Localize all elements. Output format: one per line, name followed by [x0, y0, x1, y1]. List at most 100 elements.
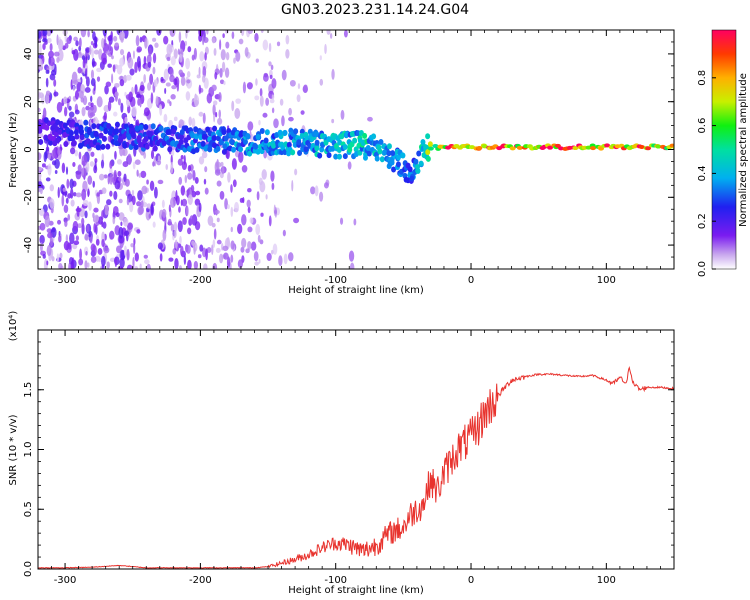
spectrogram-noise-blob [232, 179, 237, 188]
spectrogram-noise-blob [204, 187, 209, 195]
spectrogram-noise-blob [45, 77, 49, 88]
spectrogram-noise-blob [101, 187, 107, 194]
spectrogram-ridge-blob [161, 140, 167, 147]
spectrogram-noise-blob [214, 72, 218, 80]
spectrogram-ridge-blob [282, 129, 288, 136]
spectrogram-noise-blob [204, 52, 207, 61]
spectrogram-noise-blob [77, 67, 82, 74]
spectrogram-noise-blob [49, 198, 55, 209]
spectrogram-ridge-blob [91, 123, 97, 130]
spectrogram-noise-blob [46, 244, 52, 257]
spectrogram-noise-blob [211, 222, 216, 228]
spectrogram-noise-blob [216, 239, 222, 245]
spectrogram-noise-blob [242, 81, 247, 94]
spectrogram-noise-blob [268, 215, 272, 227]
spectrogram-ridge-blob [425, 155, 431, 162]
spectrogram-noise-blob [285, 49, 290, 59]
spectrogram-noise-blob [82, 95, 88, 106]
spectrogram-ridge-blob [407, 166, 413, 173]
spectrogram-noise-blob [93, 222, 97, 233]
spectrogram-noise-blob [126, 248, 130, 261]
spectrogram-ridge-blob [222, 143, 228, 150]
spectrogram-noise-blob [259, 87, 263, 97]
spectrogram-noise-blob [225, 41, 230, 49]
spectrogram-noise-blob [137, 190, 143, 201]
spectrogram-noise-blob [76, 205, 80, 217]
spectrogram-noise-blob [240, 30, 245, 37]
spectrogram-ridge-blob [118, 136, 124, 143]
spectrogram-noise-blob [157, 155, 161, 162]
spectrogram-noise-blob [114, 180, 121, 190]
colorbar-tick-label: 0.8 [697, 70, 708, 86]
spectrogram-y-ticks: -40 -20 0 20 40 [23, 29, 674, 270]
spectrogram-noise-blob [230, 184, 233, 193]
spectrogram-noise-blob [47, 163, 52, 176]
spectrogram-noise-blob [78, 258, 84, 266]
spectrogram-noise-blob [247, 30, 253, 34]
spectrogram-noise-blob [114, 82, 120, 88]
spectrogram-noise-blob [63, 240, 70, 251]
spectrogram-noise-blob [202, 36, 209, 44]
spectrogram-noise-blob [323, 182, 329, 189]
spectrogram-noise-blob [114, 256, 118, 268]
spectrogram-noise-blob [45, 69, 50, 74]
spectrogram-noise-blob [54, 158, 60, 169]
spectrogram-noise-blob [216, 180, 222, 187]
spectrogram-noise-blob [146, 179, 149, 185]
spectrogram-ridge-blob [198, 134, 204, 141]
spectrogram-noise-blob [81, 161, 85, 166]
spectrogram-ridge-blob [277, 129, 283, 136]
spectrogram-ridge-blob [44, 124, 50, 131]
spectrogram-ridge-blob [144, 143, 150, 150]
spectrogram-noise-blob [281, 69, 287, 81]
spectrogram-noise-blob [166, 56, 171, 62]
spectrogram-ridge-blob [165, 129, 171, 136]
spectrogram-noise-blob [324, 43, 327, 55]
spectrogram-ridge-blob [349, 130, 355, 137]
spectrogram-noise-blob [171, 85, 177, 90]
spectrogram-noise-blob [259, 181, 266, 193]
spectrogram-ridge-blob [68, 130, 74, 137]
figure-title: GN03.2023.231.14.24.G04 [280, 2, 470, 18]
spectrogram-noise-blob [170, 149, 175, 156]
spectrogram-noise-blob [86, 224, 90, 233]
spectrogram-noise-blob [154, 42, 159, 48]
spectrogram-noise-blob [42, 254, 46, 259]
spectrogram-noise-blob [319, 55, 322, 61]
spectrogram-noise-blob [45, 177, 51, 182]
spectrogram-ridge-blob [645, 146, 652, 151]
spectrogram-noise-blob [105, 81, 112, 87]
spectrogram-noise-blob [115, 212, 120, 218]
spectrogram-noise-blob [64, 42, 69, 49]
spectrogram-noise-blob [81, 55, 86, 61]
spectrogram-ridge-blob [293, 128, 299, 135]
spectrogram-noise-blob [120, 102, 124, 113]
spectrogram-ridge-blob [390, 150, 396, 157]
spectrogram-noise-blob [116, 245, 122, 254]
spectrogram-noise-blob [53, 79, 57, 87]
spectrogram-noise-blob [104, 204, 109, 216]
spectrogram-noise-blob [66, 36, 72, 45]
spectrogram-noise-blob [192, 169, 196, 181]
spectrogram-ridge-blob [245, 133, 251, 140]
spectrogram-noise-blob [187, 259, 192, 269]
spectrogram-noise-blob [262, 39, 269, 51]
spectrogram-noise-blob [81, 223, 85, 235]
spectrogram-ridge-blob [179, 134, 185, 141]
spectrogram-noise-blob [71, 71, 78, 84]
spectrogram-ridge-blob [333, 143, 339, 150]
spectrogram-noise-blob [178, 206, 181, 213]
spectrogram-noise-blob [179, 235, 182, 245]
spectrogram-noise-blob [92, 31, 96, 41]
spectrogram-noise-blob [270, 249, 274, 255]
spectrogram-noise-blob [113, 190, 118, 201]
spectrogram-noise-blob [68, 242, 72, 250]
spectrogram-noise-blob [185, 57, 191, 70]
spectrogram-noise-blob [149, 73, 154, 85]
spectrogram-noise-blob [247, 241, 252, 250]
spectrogram-noise-blob [230, 206, 234, 218]
spectrogram-noise-blob [118, 212, 125, 221]
spectrogram-noise-blob [109, 160, 113, 169]
spectrogram-noise-blob [127, 153, 132, 166]
spectrogram-noise-blob [122, 148, 128, 157]
